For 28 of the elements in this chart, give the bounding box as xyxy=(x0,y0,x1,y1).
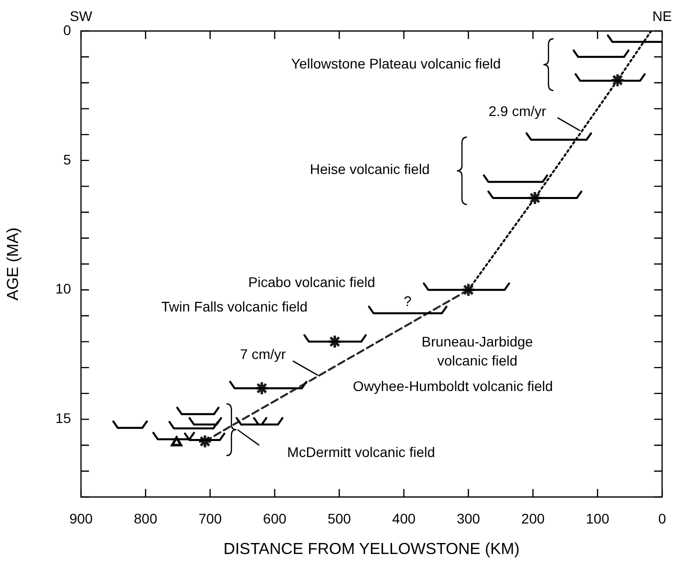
x-tick-label: 900 xyxy=(69,510,93,526)
x-tick-label: 800 xyxy=(134,510,158,526)
y-tick-label: 10 xyxy=(55,280,72,297)
annotation: ? xyxy=(404,293,412,310)
x-axis-title: DISTANCE FROM YELLOWSTONE (KM) xyxy=(224,540,520,558)
text: NE xyxy=(652,8,672,24)
x-tick-label: 300 xyxy=(456,510,480,526)
y-tick-label: 5 xyxy=(63,151,72,168)
x-tick-label: 600 xyxy=(263,510,287,526)
x-tick-label: 700 xyxy=(198,510,222,526)
y-axis-title: AGE (MA) xyxy=(5,228,22,300)
annotation: Owyhee-Humboldt volcanic field xyxy=(352,378,553,394)
x-tick-label: 100 xyxy=(586,510,610,526)
x-tick-label: 500 xyxy=(328,510,352,526)
annotation: Picabo volcanic field xyxy=(248,274,376,290)
annotation: Bruneau-Jarbidge volcanic field xyxy=(422,333,534,368)
x-tick-label: 0 xyxy=(658,510,666,526)
annotation: 7 cm/yr xyxy=(240,346,286,362)
annotation: Twin Falls volcanic field xyxy=(161,298,308,315)
annotation: 2.9 cm/yr xyxy=(488,102,547,119)
x-tick-label: 200 xyxy=(521,510,545,526)
annotation: McDermitt volcanic field xyxy=(287,444,436,460)
text: SW xyxy=(70,8,94,24)
annotation: Yellowstone Plateau volcanic field xyxy=(291,56,501,72)
x-tick-label: 400 xyxy=(392,510,416,526)
annotation: Heise volcanic field xyxy=(310,161,430,178)
y-tick-label: 15 xyxy=(55,410,72,426)
y-tick-label: 0 xyxy=(63,22,72,38)
